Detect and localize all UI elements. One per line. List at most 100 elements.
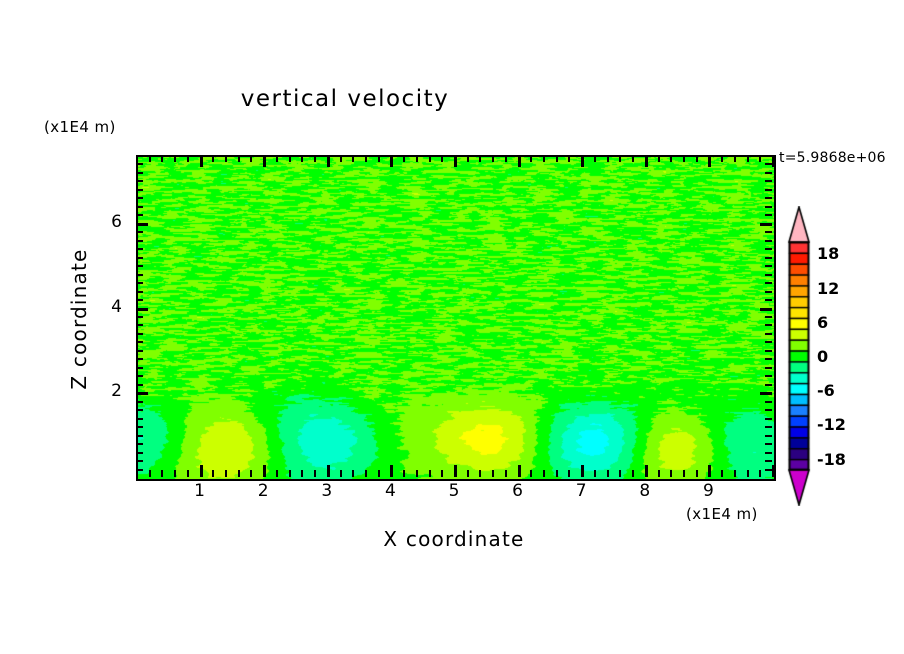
x-minor-tick-top bbox=[632, 155, 635, 162]
x-minor-tick-top bbox=[161, 155, 164, 162]
y-minor-tick-right bbox=[765, 163, 772, 166]
x-minor-tick bbox=[339, 470, 342, 477]
y-minor-tick bbox=[136, 273, 143, 276]
x-major-tick-top bbox=[199, 155, 203, 167]
x-major-tick-top bbox=[326, 155, 330, 167]
x-minor-tick-top bbox=[670, 155, 673, 162]
x-minor-tick bbox=[441, 470, 444, 477]
y-minor-tick-right bbox=[765, 171, 772, 174]
x-major-tick bbox=[390, 465, 394, 477]
y-minor-tick-right bbox=[765, 188, 772, 191]
y-minor-tick bbox=[136, 434, 143, 437]
y-minor-tick bbox=[136, 180, 143, 183]
y-minor-tick bbox=[136, 282, 143, 285]
colorbar-gradient bbox=[783, 206, 817, 506]
x-minor-tick-top bbox=[352, 155, 355, 162]
x-tick-label: 6 bbox=[512, 481, 523, 501]
x-minor-tick-top bbox=[721, 155, 724, 162]
y-minor-tick bbox=[136, 163, 143, 166]
x-minor-tick bbox=[593, 470, 596, 477]
y-major-tick bbox=[136, 392, 148, 396]
x-minor-tick bbox=[746, 470, 749, 477]
x-minor-tick-top bbox=[479, 155, 482, 162]
x-minor-tick-top bbox=[682, 155, 685, 162]
y-minor-tick bbox=[136, 248, 143, 251]
y-minor-tick-right bbox=[765, 290, 772, 293]
x-major-tick-top bbox=[517, 155, 521, 167]
contour-field bbox=[138, 157, 774, 479]
x-minor-tick-top bbox=[543, 155, 546, 162]
x-tick-label: 7 bbox=[575, 481, 587, 501]
y-minor-tick bbox=[136, 383, 143, 386]
y-minor-tick bbox=[136, 451, 143, 454]
x-major-tick bbox=[644, 465, 648, 477]
y-minor-tick-right bbox=[765, 434, 772, 437]
y-minor-tick bbox=[136, 214, 143, 217]
x-minor-tick-top bbox=[504, 155, 507, 162]
y-minor-tick-right bbox=[765, 341, 772, 344]
x-axis-unit-label: (x1E4 m) bbox=[686, 505, 758, 523]
y-minor-tick-right bbox=[765, 349, 772, 352]
x-minor-tick bbox=[237, 470, 240, 477]
y-major-tick-right bbox=[760, 222, 772, 226]
y-minor-tick bbox=[136, 366, 143, 369]
y-axis-title: Z coordinate bbox=[67, 248, 91, 390]
x-minor-tick-top bbox=[174, 155, 177, 162]
x-minor-tick-top bbox=[441, 155, 444, 162]
x-minor-tick bbox=[428, 470, 431, 477]
x-minor-tick bbox=[250, 470, 253, 477]
y-minor-tick bbox=[136, 443, 143, 446]
x-tick-label: 3 bbox=[321, 481, 333, 501]
x-tick-label: 8 bbox=[639, 481, 651, 501]
x-major-tick-top bbox=[708, 155, 712, 167]
x-minor-tick-top bbox=[530, 155, 533, 162]
x-minor-tick bbox=[759, 470, 762, 477]
x-minor-tick bbox=[543, 470, 546, 477]
y-minor-tick bbox=[136, 239, 143, 242]
y-minor-tick-right bbox=[765, 265, 772, 268]
x-minor-tick bbox=[415, 470, 418, 477]
x-minor-tick-top bbox=[568, 155, 571, 162]
y-minor-tick-right bbox=[765, 248, 772, 251]
colorbar-tick-label: -6 bbox=[817, 381, 835, 401]
x-minor-tick bbox=[479, 470, 482, 477]
y-minor-tick bbox=[136, 468, 143, 471]
y-minor-tick-right bbox=[765, 239, 772, 242]
y-minor-tick-right bbox=[765, 197, 772, 200]
y-minor-tick bbox=[136, 290, 143, 293]
y-major-tick-right bbox=[760, 307, 772, 311]
y-minor-tick bbox=[136, 358, 143, 361]
x-minor-tick-top bbox=[186, 155, 189, 162]
x-minor-tick-top bbox=[403, 155, 406, 162]
y-tick-label: 6 bbox=[111, 211, 122, 232]
x-major-tick-top bbox=[644, 155, 648, 167]
y-minor-tick-right bbox=[765, 409, 772, 412]
x-minor-tick bbox=[174, 470, 177, 477]
x-minor-tick bbox=[275, 470, 278, 477]
x-minor-tick-top bbox=[339, 155, 342, 162]
y-minor-tick-right bbox=[765, 282, 772, 285]
y-axis-unit-label: (x1E4 m) bbox=[44, 118, 116, 136]
colorbar-tick-labels: 18 12 6 0 -6 -12 -18 bbox=[817, 206, 877, 506]
x-major-tick bbox=[708, 465, 712, 477]
y-minor-tick-right bbox=[765, 324, 772, 327]
y-minor-tick-right bbox=[765, 358, 772, 361]
y-minor-tick bbox=[136, 375, 143, 378]
x-minor-tick-top bbox=[606, 155, 609, 162]
x-tick-label: 2 bbox=[257, 481, 269, 501]
x-minor-tick-top bbox=[733, 155, 736, 162]
x-minor-tick bbox=[682, 470, 685, 477]
y-minor-tick bbox=[136, 409, 143, 412]
y-minor-tick bbox=[136, 400, 143, 403]
y-minor-tick-right bbox=[765, 231, 772, 234]
x-minor-tick-top bbox=[364, 155, 367, 162]
x-minor-tick-top bbox=[492, 155, 495, 162]
x-minor-tick bbox=[225, 470, 228, 477]
x-major-tick-top bbox=[772, 155, 775, 167]
x-minor-tick-top bbox=[225, 155, 228, 162]
x-minor-tick-top bbox=[415, 155, 418, 162]
x-minor-tick-top bbox=[377, 155, 380, 162]
x-minor-tick-top bbox=[746, 155, 749, 162]
y-major-tick bbox=[136, 307, 148, 311]
x-minor-tick-top bbox=[250, 155, 253, 162]
